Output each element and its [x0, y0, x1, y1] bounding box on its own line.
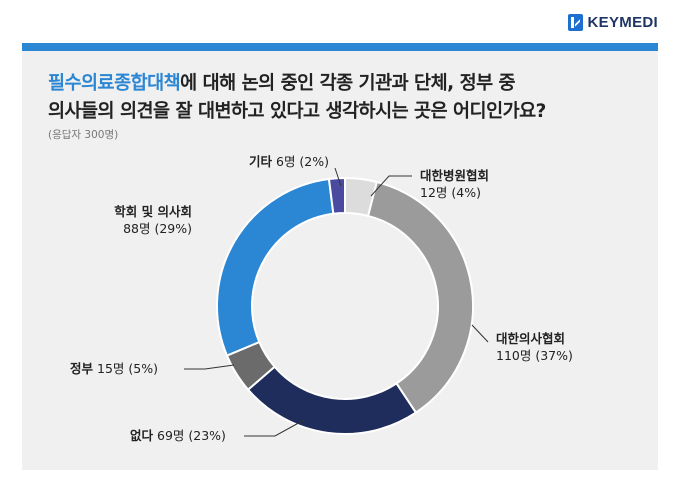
donut-slices — [216, 176, 474, 435]
slice-label-2: 없다 69명 (23%) — [130, 428, 226, 443]
title-line2: 의사들의 의견을 잘 대변하고 있다고 생각하시는 곳은 어디인가요? — [48, 101, 546, 122]
slice-label-3: 정부 15명 (5%) — [70, 361, 158, 376]
slice-label-name-1: 대한의사협회 — [496, 331, 565, 346]
leader-line-2 — [244, 419, 305, 437]
slice-label-value-4: 88명 (29%) — [123, 221, 192, 236]
brand-name: KEYMEDI — [587, 14, 658, 31]
slice-label-name-4: 학회 및 의사회 — [114, 204, 192, 219]
respondent-note: (응답자 300명) — [48, 129, 119, 141]
donut-slice-1 — [366, 180, 474, 415]
leader-line-1 — [471, 324, 489, 343]
chart-title: 필수의료종합대책에 대해 논의 중인 각종 기관과 단체, 정부 중 의사들의 … — [48, 70, 648, 126]
title-highlight: 필수의료종합대책 — [48, 73, 181, 94]
leader-line-5 — [334, 167, 342, 187]
donut-slice-5 — [327, 176, 346, 215]
keymedi-logo-icon — [567, 14, 583, 31]
title-line1-rest: 에 대해 논의 중인 각종 기관과 단체, 정부 중 — [180, 73, 516, 94]
donut-slice-4 — [216, 177, 335, 357]
leader-line-0 — [370, 175, 412, 197]
leader-lines — [184, 167, 489, 437]
slice-label-value-1: 110명 (37%) — [496, 348, 573, 363]
slice-label-value-0: 12명 (4%) — [420, 185, 481, 200]
slice-label-name-0: 대한병원협회 — [420, 168, 489, 183]
slice-label-5: 기타 6명 (2%) — [249, 154, 329, 169]
accent-bar — [22, 43, 658, 51]
leader-line-3 — [184, 364, 235, 370]
slice-labels: 대한병원협회 12명 (4%) 대한의사협회 110명 (37%) 없다 69명 (23… — [70, 154, 573, 443]
brand-logo: KEYMEDI — [567, 14, 658, 31]
donut-slice-2 — [246, 365, 418, 435]
